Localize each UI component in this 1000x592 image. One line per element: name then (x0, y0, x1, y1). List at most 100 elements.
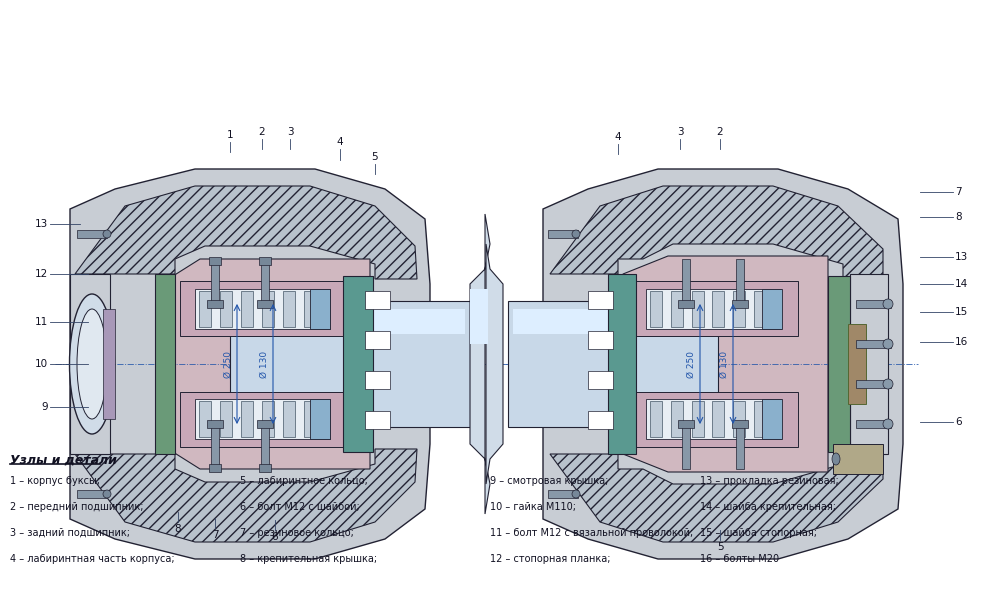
Text: 5 – лабиринтное кольцо;: 5 – лабиринтное кольцо; (240, 476, 368, 486)
Bar (211, 259, 219, 304)
Bar (103, 309, 115, 419)
Text: 1: 1 (227, 130, 233, 140)
Bar (712, 401, 724, 437)
Text: 1 – корпус буксы;: 1 – корпус буксы; (10, 476, 100, 486)
Text: 6: 6 (955, 417, 962, 427)
Bar (736, 259, 744, 304)
Text: 7: 7 (212, 530, 218, 540)
Bar (682, 424, 690, 469)
Bar (588, 291, 613, 309)
Text: 10 – гайка М110;: 10 – гайка М110; (490, 502, 576, 512)
Bar (365, 371, 390, 389)
Text: 2 – передний подшипник;: 2 – передний подшипник; (10, 502, 144, 512)
Text: 12 – стопорная планка;: 12 – стопорная планка; (490, 554, 610, 564)
Bar (241, 401, 253, 437)
Bar (209, 464, 221, 472)
Polygon shape (543, 169, 903, 559)
Ellipse shape (103, 230, 111, 238)
Text: 8 – крепительная крышка;: 8 – крепительная крышка; (240, 554, 377, 564)
Bar (241, 291, 253, 327)
Text: 2: 2 (259, 127, 265, 137)
Text: 8: 8 (175, 524, 181, 534)
Bar (199, 401, 211, 437)
Bar (678, 420, 694, 428)
Bar (310, 399, 330, 439)
Bar (262, 291, 274, 327)
Bar (736, 424, 744, 469)
Bar (588, 331, 613, 349)
Bar (762, 399, 782, 439)
Bar (470, 289, 488, 344)
Bar (848, 324, 866, 404)
Bar (261, 259, 269, 304)
Bar (588, 411, 613, 429)
Text: Ø 130: Ø 130 (720, 350, 729, 378)
Bar (588, 371, 613, 389)
Bar (195, 399, 330, 439)
Bar (207, 420, 223, 428)
Bar (513, 309, 713, 334)
Bar (283, 401, 295, 437)
Bar (209, 257, 221, 265)
Bar (257, 420, 273, 428)
Text: 6: 6 (272, 532, 278, 542)
Bar (365, 411, 390, 429)
Bar (548, 230, 578, 238)
Bar (77, 230, 107, 238)
Text: 4: 4 (615, 132, 621, 142)
Text: 4: 4 (337, 137, 343, 147)
Ellipse shape (70, 294, 114, 434)
Text: 6 – болт М12 с шайбой;: 6 – болт М12 с шайбой; (240, 502, 360, 512)
Bar (199, 291, 211, 327)
Bar (754, 291, 766, 327)
Bar (856, 340, 891, 348)
Text: 12: 12 (35, 269, 48, 279)
Text: 14: 14 (955, 279, 968, 289)
Text: 16 – болты М20: 16 – болты М20 (700, 554, 779, 564)
Polygon shape (550, 446, 883, 542)
Text: 10: 10 (35, 359, 48, 369)
Bar (211, 424, 219, 469)
Text: 3: 3 (287, 127, 293, 137)
Bar (343, 276, 373, 452)
Bar (207, 300, 223, 308)
Bar (671, 401, 683, 437)
Ellipse shape (77, 309, 107, 419)
Ellipse shape (572, 490, 580, 498)
Bar (682, 259, 690, 304)
Text: 7: 7 (955, 187, 962, 197)
Text: 15: 15 (955, 307, 968, 317)
Bar (650, 401, 662, 437)
Ellipse shape (883, 419, 893, 429)
Ellipse shape (883, 379, 893, 389)
Polygon shape (75, 186, 417, 279)
Bar (850, 274, 888, 454)
Text: 8: 8 (955, 212, 962, 222)
Text: 5: 5 (717, 542, 723, 552)
Bar (732, 420, 748, 428)
Bar (259, 464, 271, 472)
Bar (508, 301, 718, 427)
Bar (365, 291, 390, 309)
Text: 13: 13 (955, 252, 968, 262)
Bar (692, 401, 704, 437)
Text: 14 – шайба крепительная;: 14 – шайба крепительная; (700, 502, 836, 512)
Polygon shape (470, 214, 490, 514)
Polygon shape (173, 259, 370, 469)
Bar (180, 281, 345, 336)
Bar (754, 401, 766, 437)
Bar (230, 301, 475, 427)
Ellipse shape (103, 490, 111, 498)
Bar (856, 300, 891, 308)
Text: 4 – лабиринтная часть корпуса;: 4 – лабиринтная часть корпуса; (10, 554, 175, 564)
Bar (257, 300, 273, 308)
Bar (733, 401, 745, 437)
Bar (650, 291, 662, 327)
Polygon shape (623, 256, 828, 472)
Bar (70, 274, 110, 454)
Bar (633, 281, 798, 336)
Bar (828, 276, 850, 452)
Bar (304, 401, 316, 437)
Text: 2: 2 (717, 127, 723, 137)
Bar (235, 309, 465, 334)
